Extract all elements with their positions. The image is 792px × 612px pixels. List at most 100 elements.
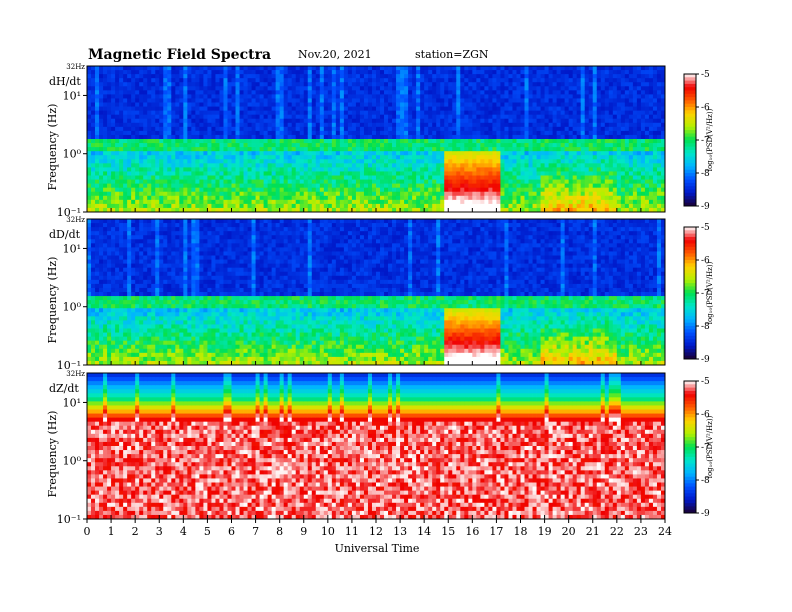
spectrogram-cell [215, 102, 220, 107]
spectrogram-cell [223, 179, 228, 185]
spectrogram-cell [295, 143, 301, 148]
spectrogram-cell [484, 94, 489, 99]
spectrogram-cell [151, 171, 156, 176]
spectrogram-cell [319, 147, 325, 152]
spectrogram-cell [343, 130, 349, 136]
spectrogram-cell [440, 134, 445, 140]
spectrogram-cell [295, 195, 301, 201]
spectrogram-cell [536, 86, 541, 91]
spectrogram-cell [452, 175, 457, 180]
spectrogram-cell [592, 167, 598, 172]
spectrogram-cell [616, 139, 622, 144]
spectrogram-cell [384, 78, 389, 83]
spectrogram-cell [424, 70, 429, 75]
spectrogram-cell [151, 159, 156, 164]
spectrogram-cell [127, 106, 132, 112]
spectrogram-cell [392, 86, 397, 91]
spectrogram-cell [508, 183, 513, 189]
spectrogram-cell [227, 159, 232, 164]
spectrogram-cell [255, 151, 260, 156]
spectrogram-cell [424, 151, 429, 156]
spectrogram-cell [159, 143, 164, 148]
spectrogram-cell [508, 143, 513, 148]
spectrogram-cell [275, 159, 281, 164]
spectrogram-cell [283, 106, 289, 112]
spectrogram-cell [259, 187, 265, 193]
spectrogram-cell [596, 179, 602, 185]
spectrogram-cell [504, 179, 509, 185]
spectrogram-cell [556, 82, 562, 87]
spectrogram-cell [315, 122, 321, 128]
spectrogram-cell [548, 126, 554, 132]
spectrogram-cell [528, 106, 533, 112]
spectrogram-cell [243, 134, 248, 140]
spectrogram-cell [480, 126, 485, 132]
spectrogram-cell [568, 195, 574, 201]
spectrogram-cell [335, 183, 341, 189]
spectrogram-cell [492, 143, 497, 148]
spectrogram-cell [279, 110, 285, 116]
spectrogram-cell [315, 106, 321, 112]
spectrogram-cell [428, 66, 433, 71]
spectrogram-cell [331, 134, 337, 140]
spectrogram-cell [251, 203, 256, 209]
spectrogram-cell [283, 199, 289, 205]
spectrogram-cell [227, 199, 232, 205]
spectrogram-cell [183, 191, 188, 197]
spectrogram-cell [331, 66, 337, 71]
spectrogram-cell [351, 134, 357, 140]
spectrogram-cell [580, 78, 586, 83]
spectrogram-cell [259, 199, 265, 205]
spectrogram-cell [351, 203, 357, 209]
spectrogram-cell [576, 199, 582, 205]
spectrogram-cell [384, 207, 389, 213]
spectrogram-cell [540, 106, 545, 112]
spectrogram-cell [472, 126, 477, 132]
spectrogram-cell [207, 187, 212, 193]
spectrogram-cell [396, 126, 401, 132]
spectrogram-cell [440, 171, 445, 176]
spectrogram-cell [135, 110, 140, 116]
spectrogram-cell [380, 191, 385, 197]
spectrogram-cell [175, 147, 180, 152]
spectrogram-cell [524, 183, 529, 189]
spectrogram-cell [295, 191, 301, 197]
spectrogram-cell [275, 183, 281, 189]
spectrogram-cell [195, 155, 200, 160]
spectrogram-cell [303, 147, 309, 152]
spectrogram-cell [508, 191, 513, 197]
spectrogram-cell [468, 94, 473, 99]
spectrogram-cell [291, 78, 297, 83]
spectrogram-cell [540, 66, 545, 71]
spectrogram-cell [588, 143, 594, 148]
spectrogram-cell [339, 195, 345, 201]
spectrogram-cell [632, 203, 638, 209]
spectrogram-cell [163, 203, 168, 209]
spectrogram-cell [291, 191, 297, 197]
spectrogram-cell [231, 171, 236, 176]
spectrogram-cell [347, 187, 353, 193]
spectrogram-cell [632, 94, 638, 99]
spectrogram-cell [191, 159, 196, 164]
spectrogram-cell [468, 106, 473, 112]
spectrogram-cell [408, 122, 413, 128]
spectrogram-cell [175, 82, 180, 87]
spectrogram-cell [404, 151, 409, 156]
spectrogram-cell [536, 118, 541, 124]
spectrogram-cell [243, 94, 248, 99]
spectrogram-cell [388, 199, 393, 205]
spectrogram-cell [460, 191, 465, 197]
spectrogram-cell [440, 143, 445, 148]
spectrogram-cell [223, 191, 228, 197]
spectrogram-cell [580, 82, 586, 87]
spectrogram-cell [167, 183, 172, 189]
spectrogram-cell [139, 118, 144, 124]
spectrogram-cell [223, 94, 228, 99]
spectrogram-cell [175, 102, 180, 107]
spectrogram-cell [211, 159, 216, 164]
spectrogram-cell [512, 151, 517, 156]
spectrogram-cell [351, 82, 357, 87]
spectrogram-cell [347, 82, 353, 87]
spectrogram-cell [227, 130, 232, 136]
spectrogram-cell [496, 139, 501, 144]
